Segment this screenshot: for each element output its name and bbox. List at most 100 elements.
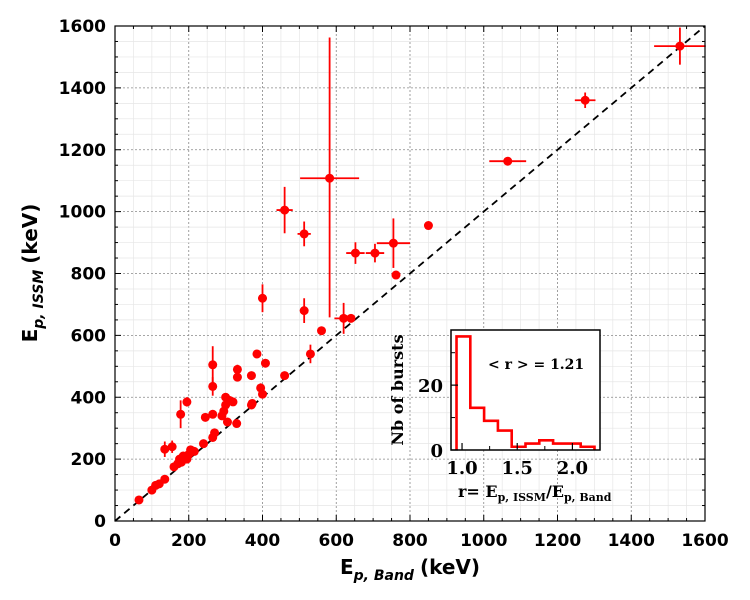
data-point: [246, 371, 256, 381]
y-tick-label: 0: [94, 512, 106, 532]
y-axis-label: Ep, ISSM (keV): [18, 204, 47, 343]
y-axis-label-unit: (keV): [18, 204, 42, 264]
x-tick-label: 1200: [534, 531, 581, 551]
data-point: [423, 221, 433, 231]
point-marker: [503, 156, 513, 166]
data-point: [232, 364, 242, 375]
data-point: [280, 371, 290, 381]
point-marker: [182, 397, 192, 407]
point-marker: [232, 364, 242, 374]
point-marker: [280, 371, 290, 381]
data-point: [182, 397, 192, 407]
point-marker: [199, 439, 208, 449]
data-point: [200, 412, 210, 422]
inset-x-axis-label: r= Ep, ISSM/Ep, Band: [458, 482, 612, 504]
inset-x-tick-label: 1.0: [446, 458, 477, 479]
point-marker: [200, 412, 210, 422]
x-axis-label: Ep, Band (keV): [340, 555, 480, 584]
data-point: [391, 270, 401, 280]
point-marker: [210, 428, 220, 438]
data-point: [297, 221, 311, 247]
y-tick-label: 400: [71, 388, 107, 408]
point-marker: [167, 442, 177, 452]
data-point: [654, 27, 706, 65]
y-tick-label: 1600: [59, 17, 106, 37]
point-marker: [346, 313, 356, 323]
data-point: [365, 243, 385, 263]
point-marker: [299, 306, 309, 316]
point-marker: [252, 349, 262, 359]
point-marker: [160, 444, 170, 454]
point-marker: [388, 238, 398, 248]
point-marker: [232, 419, 242, 429]
main-grid: [114, 25, 706, 522]
inset-x-label-prefix: r= E: [458, 482, 498, 501]
y-tick-label: 600: [71, 326, 107, 346]
inset-x-label-den-sub: p, Band: [564, 491, 612, 504]
point-marker: [350, 248, 360, 258]
data-point: [300, 37, 360, 318]
point-marker: [260, 358, 270, 368]
point-marker: [299, 229, 309, 239]
data-point: [232, 419, 242, 429]
x-tick-label: 1600: [681, 531, 728, 551]
inset-y-tick-label: 0: [430, 441, 443, 462]
point-marker: [208, 409, 218, 419]
data-point: [276, 186, 293, 234]
point-marker: [675, 41, 685, 51]
point-marker: [258, 389, 267, 399]
point-marker: [258, 293, 267, 303]
inset-mean-annotation: < r > = 1.21: [488, 357, 584, 373]
point-marker: [134, 495, 144, 505]
point-marker: [305, 349, 315, 359]
point-marker: [391, 270, 401, 280]
point-marker: [222, 417, 232, 427]
point-marker: [370, 248, 380, 258]
data-point: [299, 298, 309, 323]
data-point: [208, 409, 218, 419]
inset-x-tick-label: 2.0: [557, 458, 588, 479]
data-point: [260, 358, 270, 368]
y-tick-label: 1200: [59, 141, 106, 161]
y-tick-label: 200: [71, 450, 107, 470]
inset-x-label-den: /E: [546, 482, 564, 501]
inset-background: [451, 330, 600, 450]
y-tick-label: 1400: [59, 79, 106, 99]
x-axis-label-main: E: [340, 555, 354, 579]
inset-frame: [450, 329, 601, 451]
point-marker: [160, 474, 170, 484]
data-point: [208, 346, 218, 384]
reference-line-y-equals-x: [114, 25, 706, 522]
data-point: [247, 398, 257, 408]
point-marker: [228, 397, 238, 407]
inset-x-label-num-sub: p, ISSM: [498, 491, 546, 504]
data-point: [376, 218, 410, 268]
inset-ticks: 1.0 1.5 2.0 0 20: [418, 352, 588, 479]
data-point: [199, 439, 208, 449]
data-point: [346, 313, 356, 323]
data-point: [210, 428, 220, 438]
x-tick-label: 200: [171, 531, 207, 551]
x-tick-label: 800: [392, 531, 428, 551]
x-axis-label-unit: (keV): [420, 555, 480, 579]
y-axis-label-sub: p, ISSM: [31, 270, 47, 330]
data-point: [334, 302, 353, 334]
data-point: [574, 92, 596, 108]
main-ticks: 0 200 400 600 800 1000 1200 1400 160002004006008…: [59, 17, 729, 551]
point-marker: [280, 205, 290, 215]
inset-y-tick-label: 20: [418, 376, 443, 397]
y-tick-label: 1000: [59, 203, 106, 223]
data-point: [346, 242, 365, 264]
inset-y-axis-label: Nb of bursts: [388, 334, 407, 445]
point-marker: [246, 371, 256, 381]
x-axis-label-sub: p, Band: [353, 568, 415, 584]
data-point: [305, 344, 315, 364]
point-marker: [247, 398, 257, 408]
data-point: [258, 284, 267, 313]
x-tick-label: 400: [245, 531, 281, 551]
y-tick-label: 800: [71, 265, 107, 285]
data-point: [228, 397, 238, 407]
point-marker: [580, 95, 590, 105]
point-marker: [189, 446, 199, 456]
